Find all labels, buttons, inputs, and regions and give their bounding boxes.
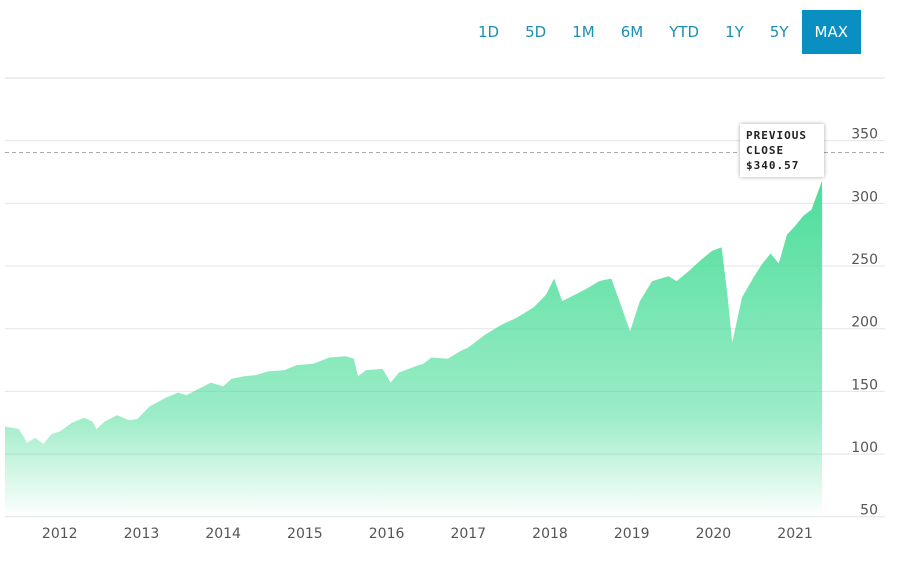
y-tick-label: 200 <box>851 315 878 331</box>
range-button[interactable]: 5D <box>525 23 547 41</box>
y-tick-label: 300 <box>851 189 878 205</box>
y-tick-label: 350 <box>851 127 878 143</box>
previous-close-value: $340.57 <box>746 159 800 172</box>
range-button[interactable]: 1D <box>478 23 500 41</box>
x-tick-label: 2013 <box>124 526 160 542</box>
range-button[interactable]: 6M <box>620 23 644 41</box>
x-tick-label: 2015 <box>287 526 323 542</box>
y-tick-label: 250 <box>851 252 878 268</box>
x-tick-label: 2014 <box>205 526 241 542</box>
range-buttons: 1D 5D 1M 6M YTD 1Y 5Y MAX <box>465 10 861 54</box>
y-tick-label: 50 <box>860 503 878 519</box>
price-area <box>5 180 823 518</box>
y-tick-label: 150 <box>851 377 878 393</box>
range-button[interactable]: 1M <box>572 23 595 41</box>
range-button[interactable]: MAX <box>801 10 861 54</box>
x-tick-label: 2021 <box>777 526 813 542</box>
previous-close-label: PREVIOUS CLOSE <box>746 129 807 157</box>
x-tick-label: 2016 <box>369 526 405 542</box>
range-button[interactable]: YTD <box>669 23 700 41</box>
y-tick-label: 100 <box>851 440 878 456</box>
x-tick-label: 2017 <box>450 526 486 542</box>
x-tick-label: 2018 <box>532 526 568 542</box>
x-tick-label: 2020 <box>696 526 732 542</box>
x-tick-label: 2019 <box>614 526 650 542</box>
range-button[interactable]: 5Y <box>769 23 789 41</box>
x-tick-label: 2012 <box>42 526 78 542</box>
range-button[interactable]: 1Y <box>725 23 744 41</box>
previous-close-tooltip: PREVIOUS CLOSE $340.57 <box>740 124 824 177</box>
